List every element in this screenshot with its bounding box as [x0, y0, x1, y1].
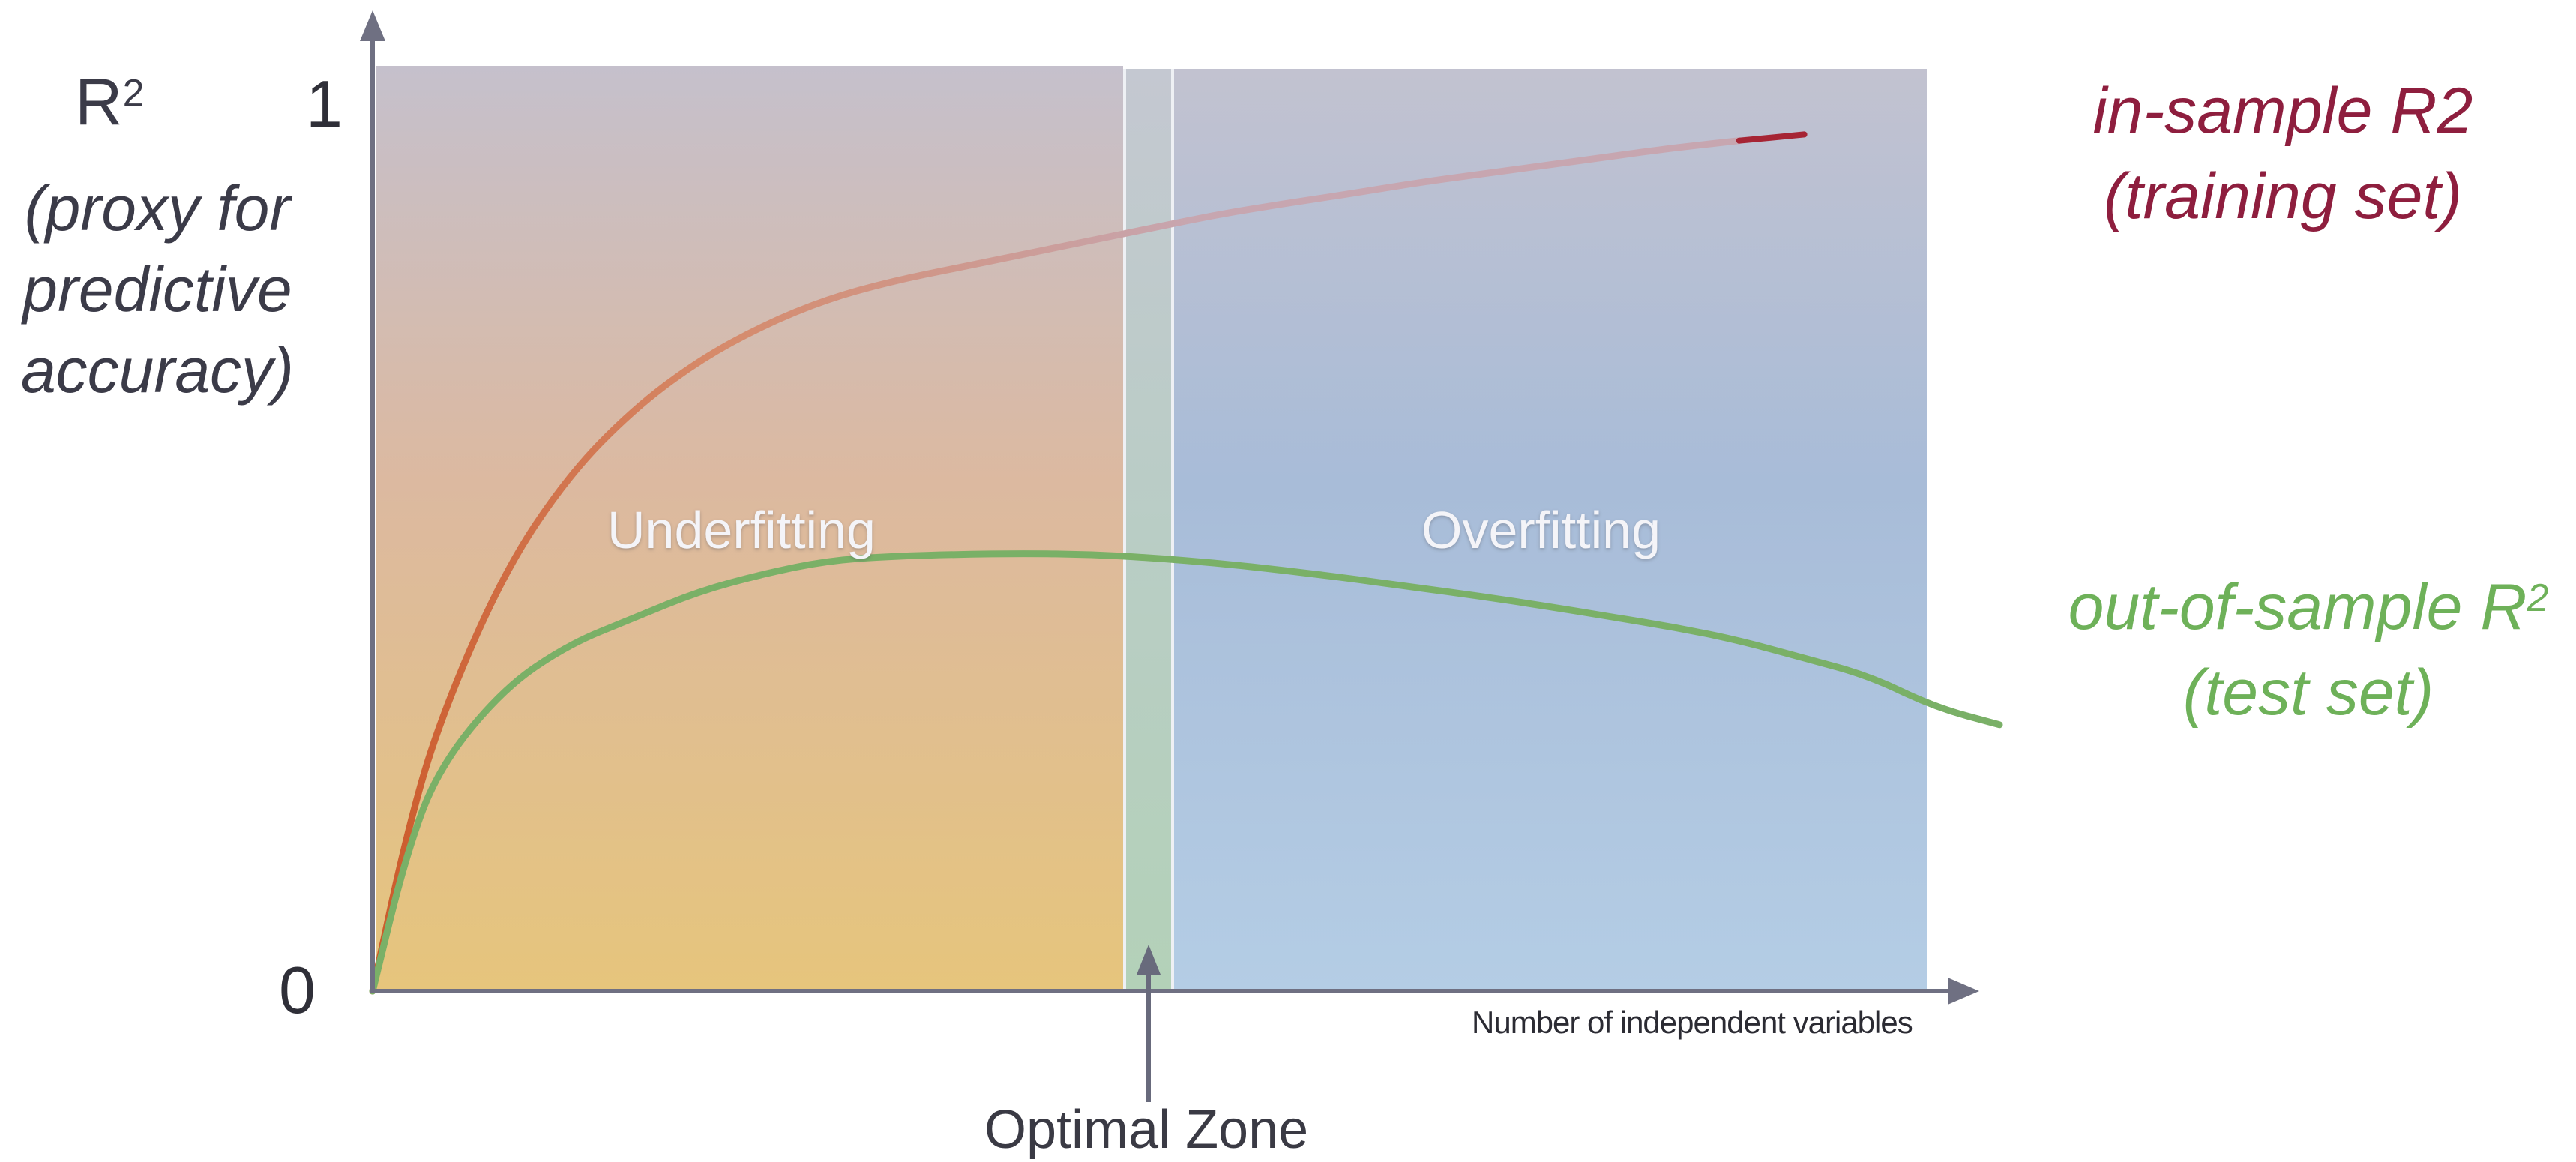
- optimal-zone-band: [1126, 69, 1171, 991]
- out-of-sample-curve: [369, 550, 2003, 995]
- y-axis-symbol-text: R: [75, 64, 123, 139]
- optimal-zone-pointer-head: [1137, 945, 1161, 975]
- underfitting-label: Underfitting: [607, 501, 876, 559]
- y-tick-1: 1: [306, 67, 343, 141]
- y-axis-desc-line-2: predictive: [22, 254, 292, 325]
- in-sample-curve: [369, 137, 1743, 995]
- x-axis-arrow: [1948, 978, 1979, 1005]
- y-tick-0: 0: [279, 953, 316, 1027]
- out-of-sample-legend-sup: 2: [2527, 577, 2549, 621]
- y-axis-desc-line-1: (proxy for: [24, 173, 291, 244]
- in-sample-legend-line-1: in-sample R2: [2092, 75, 2473, 147]
- y-axis-arrow: [360, 10, 385, 41]
- overfitting-zone: [1174, 69, 1927, 991]
- y-axis-symbol: R2: [75, 64, 144, 140]
- out-of-sample-legend-line-2: (test set): [2182, 657, 2434, 729]
- out-of-sample-legend-text: out-of-sample R: [2068, 571, 2527, 643]
- in-sample-curve-tail: [1736, 131, 1808, 144]
- in-sample-legend-line-2: (training set): [2104, 160, 2462, 232]
- y-axis-desc-line-3: accuracy): [20, 335, 295, 406]
- out-of-sample-legend-line-1: out-of-sample R2: [2041, 570, 2576, 645]
- y-axis-symbol-sup: 2: [122, 71, 145, 115]
- optimal-zone-label: Optimal Zone: [984, 1100, 1309, 1160]
- x-axis-label: Number of independent variables: [1472, 1005, 1913, 1040]
- underfitting-zone: [376, 66, 1123, 991]
- overfitting-label: Overfitting: [1421, 501, 1661, 559]
